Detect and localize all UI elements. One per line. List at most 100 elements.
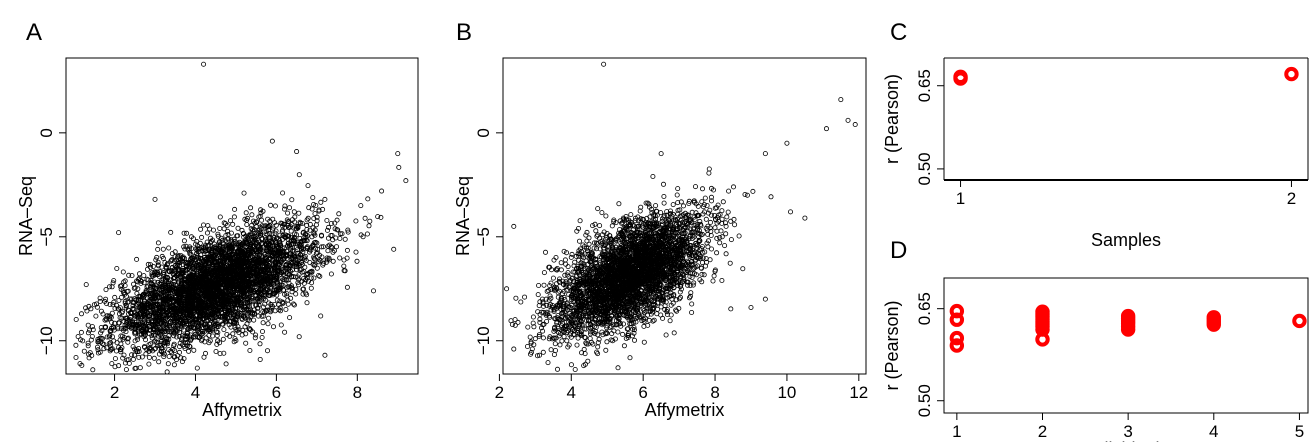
data-point: [114, 265, 120, 271]
data-point: [119, 310, 125, 316]
data-point: [308, 285, 314, 291]
data-point: [85, 340, 91, 346]
data-point: [132, 329, 138, 335]
data-point: [322, 352, 328, 358]
data-point: [310, 225, 316, 231]
data-point: [296, 210, 302, 216]
data-point: [257, 341, 263, 347]
data-point: [217, 351, 223, 357]
data-point: [89, 333, 95, 339]
data-point: [103, 296, 109, 302]
data-point: [129, 273, 135, 279]
data-point: [102, 325, 108, 331]
data-point: [87, 350, 93, 356]
data-point: [244, 215, 250, 221]
data-point: [540, 349, 546, 355]
data-point: [243, 210, 249, 216]
data-point: [660, 315, 666, 321]
data-point: [131, 306, 137, 312]
data-point: [274, 279, 280, 285]
data-point: [188, 261, 194, 267]
data-point: [120, 269, 126, 275]
data-point: [206, 332, 212, 338]
data-point: [273, 222, 279, 228]
data-point: [159, 286, 165, 292]
data-point: [304, 300, 310, 306]
data-point: [379, 188, 385, 194]
data-point: [156, 359, 162, 365]
data-point: [230, 308, 236, 314]
data-point: [207, 338, 213, 344]
plot-frame: [65, 57, 419, 375]
data-point: [341, 263, 347, 269]
data-point: [307, 227, 313, 233]
data-point: [525, 324, 531, 330]
data-point: [283, 306, 289, 312]
data-point: [112, 356, 118, 362]
data-point: [259, 328, 265, 334]
data-point: [78, 329, 84, 335]
data-point: [341, 257, 347, 263]
data-point: [90, 327, 96, 333]
data-point: [282, 203, 288, 209]
data-point: [168, 258, 174, 264]
data-point: [264, 348, 270, 354]
data-point: [291, 209, 297, 215]
data-point: [134, 336, 140, 342]
data-point: [85, 330, 91, 336]
data-point: [181, 356, 187, 362]
data-point: [93, 313, 99, 319]
data-point: [199, 331, 205, 337]
data-point: [279, 220, 285, 226]
data-point: [177, 340, 183, 346]
data-point: [395, 151, 401, 157]
data-point: [313, 222, 319, 228]
data-point: [259, 223, 265, 229]
data-point: [132, 365, 138, 371]
data-point: [333, 244, 339, 250]
data-point: [78, 337, 84, 343]
data-point: [239, 332, 245, 338]
data-point: [123, 329, 129, 335]
data-point: [152, 196, 158, 202]
data-point: [290, 301, 296, 307]
data-point: [107, 284, 113, 290]
data-point: [250, 281, 256, 287]
data-point: [244, 222, 250, 228]
data-point: [621, 343, 627, 349]
data-point: [329, 245, 335, 251]
data-point: [249, 222, 255, 228]
data-point: [285, 301, 291, 307]
data-point: [141, 344, 147, 350]
data-point: [311, 275, 317, 281]
data-point: [161, 354, 167, 360]
data-point: [342, 236, 348, 242]
data-point: [328, 271, 334, 277]
data-point: [203, 335, 209, 341]
x-tick-label: 10: [777, 383, 796, 402]
data-point: [548, 280, 554, 286]
data-point: [265, 223, 271, 229]
data-point: [116, 230, 122, 236]
data-point: [130, 356, 136, 362]
data-point: [152, 295, 158, 301]
data-point: [278, 322, 284, 328]
data-point: [210, 333, 216, 339]
data-point: [110, 325, 116, 331]
data-point: [202, 242, 208, 248]
data-point: [125, 339, 131, 345]
data-point: [223, 361, 229, 367]
data-point: [171, 341, 177, 347]
data-point: [296, 260, 302, 266]
data-point: [119, 326, 125, 332]
data-point: [227, 218, 233, 224]
data-point: [165, 290, 171, 296]
data-point: [324, 227, 330, 233]
panel-letter: A: [26, 19, 42, 46]
data-point: [353, 218, 359, 224]
data-point: [81, 348, 87, 354]
data-point: [163, 312, 169, 318]
